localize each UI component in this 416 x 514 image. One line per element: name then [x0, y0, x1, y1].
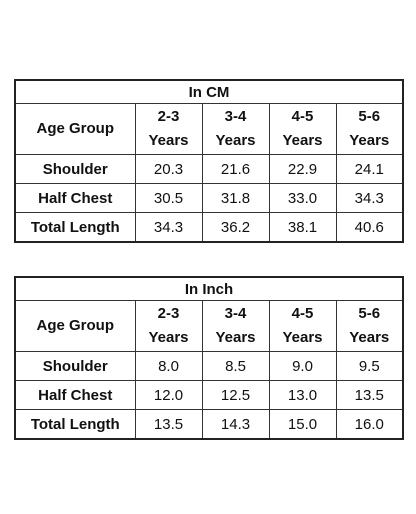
header-row: Age Group 2-3 Years 3-4 Years 4-5 Years 5-6 …: [14, 103, 404, 155]
row-label: Shoulder: [14, 154, 136, 184]
value-cell: 15.0: [268, 409, 337, 440]
value-cell: 8.5: [201, 351, 270, 381]
value-cell: 12.5: [201, 380, 270, 410]
header-cell: Age Group: [14, 300, 136, 352]
value-cell: 31.8: [201, 183, 270, 213]
data-row: Shoulder 20.3 21.6 22.9 24.1: [14, 154, 404, 184]
header-cell: 4-5 Years: [268, 103, 337, 155]
value-cell: 40.6: [335, 212, 404, 243]
row-label: Total Length: [14, 212, 136, 243]
header-cell: 5-6 Years: [335, 103, 404, 155]
table-title: In Inch: [14, 276, 404, 301]
data-row: Shoulder 8.0 8.5 9.0 9.5: [14, 351, 404, 381]
value-cell: 33.0: [268, 183, 337, 213]
header-cell: 2-3 Years: [134, 103, 203, 155]
data-row: Total Length 34.3 36.2 38.1 40.6: [14, 212, 404, 243]
value-cell: 34.3: [134, 212, 203, 243]
value-cell: 9.0: [268, 351, 337, 381]
value-cell: 13.0: [268, 380, 337, 410]
row-label: Total Length: [14, 409, 136, 440]
value-cell: 34.3: [335, 183, 404, 213]
value-cell: 13.5: [335, 380, 404, 410]
data-row: Total Length 13.5 14.3 15.0 16.0: [14, 409, 404, 440]
header-cell: 3-4 Years: [201, 300, 270, 352]
row-label: Half Chest: [14, 183, 136, 213]
value-cell: 13.5: [134, 409, 203, 440]
value-cell: 21.6: [201, 154, 270, 184]
value-cell: 22.9: [268, 154, 337, 184]
header-cell: 4-5 Years: [268, 300, 337, 352]
value-cell: 16.0: [335, 409, 404, 440]
value-cell: 30.5: [134, 183, 203, 213]
value-cell: 24.1: [335, 154, 404, 184]
header-cell: 5-6 Years: [335, 300, 404, 352]
value-cell: 38.1: [268, 212, 337, 243]
size-table: In CM Age Group 2-3 Years 3-4 Years 4-5 Year…: [14, 79, 405, 243]
value-cell: 12.0: [134, 380, 203, 410]
header-cell: 2-3 Years: [134, 300, 203, 352]
value-cell: 20.3: [134, 154, 203, 184]
row-label: Half Chest: [14, 380, 136, 410]
header-row: Age Group 2-3 Years 3-4 Years 4-5 Years 5-6 …: [14, 300, 404, 352]
size-table: In Inch Age Group 2-3 Years 3-4 Years 4-5 Ye…: [14, 276, 405, 440]
row-label: Shoulder: [14, 351, 136, 381]
title-row: In Inch: [14, 276, 404, 301]
data-row: Half Chest 30.5 31.8 33.0 34.3: [14, 183, 404, 213]
value-cell: 9.5: [335, 351, 404, 381]
data-row: Half Chest 12.0 12.5 13.0 13.5: [14, 380, 404, 410]
header-cell: 3-4 Years: [201, 103, 270, 155]
title-row: In CM: [14, 79, 404, 104]
header-cell: Age Group: [14, 103, 136, 155]
value-cell: 8.0: [134, 351, 203, 381]
value-cell: 14.3: [201, 409, 270, 440]
value-cell: 36.2: [201, 212, 270, 243]
table-title: In CM: [14, 79, 404, 104]
